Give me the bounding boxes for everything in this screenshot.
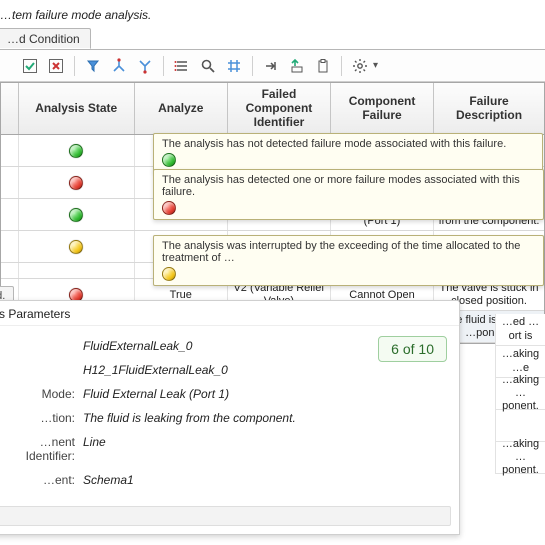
table-header: Analysis State Analyze Failed Component … bbox=[1, 83, 544, 135]
parameters-footer-bar bbox=[0, 506, 451, 526]
status-ball-red bbox=[69, 176, 83, 190]
status-ball-green bbox=[69, 208, 83, 222]
list-icon[interactable] bbox=[172, 56, 192, 76]
search-icon[interactable] bbox=[198, 56, 218, 76]
branch-left-icon[interactable] bbox=[109, 56, 129, 76]
export-icon[interactable] bbox=[287, 56, 307, 76]
check-all-icon[interactable] bbox=[20, 56, 40, 76]
header-state[interactable]: Analysis State bbox=[19, 83, 135, 134]
header-component[interactable]: Failed Component Identifier bbox=[228, 83, 331, 134]
toolbar: ▾ bbox=[0, 50, 545, 82]
param-row: …ent: Schema1 bbox=[0, 468, 447, 492]
header-lead bbox=[1, 83, 19, 134]
header-analyze[interactable]: Analyze bbox=[135, 83, 228, 134]
branch-right-icon[interactable] bbox=[135, 56, 155, 76]
clipboard-icon[interactable] bbox=[313, 56, 333, 76]
tab-strip: …d Condition bbox=[0, 28, 545, 50]
grid-icon[interactable] bbox=[224, 56, 244, 76]
tab-condition[interactable]: …d Condition bbox=[0, 28, 91, 49]
header-failure[interactable]: Component Failure bbox=[331, 83, 434, 134]
tooltip-green: The analysis has not detected failure mo… bbox=[153, 133, 543, 172]
status-ball-yellow bbox=[69, 240, 83, 254]
right-sliver: …ed …ort is …aking …e …aking …ponent. …a… bbox=[495, 314, 545, 474]
page-subtitle: …tem failure mode analysis. bbox=[0, 0, 545, 28]
status-ball-green bbox=[69, 144, 83, 158]
header-description[interactable]: Failure Description bbox=[434, 83, 544, 134]
goto-end-icon[interactable] bbox=[261, 56, 281, 76]
parameters-title: …s Parameters bbox=[0, 301, 459, 326]
parameters-panel: …s Parameters 6 of 10 FluidExternalLeak_… bbox=[0, 300, 460, 535]
filter-down-icon[interactable] bbox=[83, 56, 103, 76]
gear-icon[interactable] bbox=[350, 56, 370, 76]
tooltip-yellow: The analysis was interrupted by the exce… bbox=[153, 235, 544, 286]
param-row: …nent Identifier: Line bbox=[0, 430, 447, 468]
uncheck-all-icon[interactable] bbox=[46, 56, 66, 76]
tooltip-red: The analysis has detected one or more fa… bbox=[153, 169, 544, 220]
page-badge: 6 of 10 bbox=[378, 336, 447, 362]
gear-dropdown-icon[interactable]: ▾ bbox=[373, 60, 378, 71]
param-row: Mode: Fluid External Leak (Port 1) bbox=[0, 382, 447, 406]
param-row: …tion: The fluid is leaking from the com… bbox=[0, 406, 447, 430]
